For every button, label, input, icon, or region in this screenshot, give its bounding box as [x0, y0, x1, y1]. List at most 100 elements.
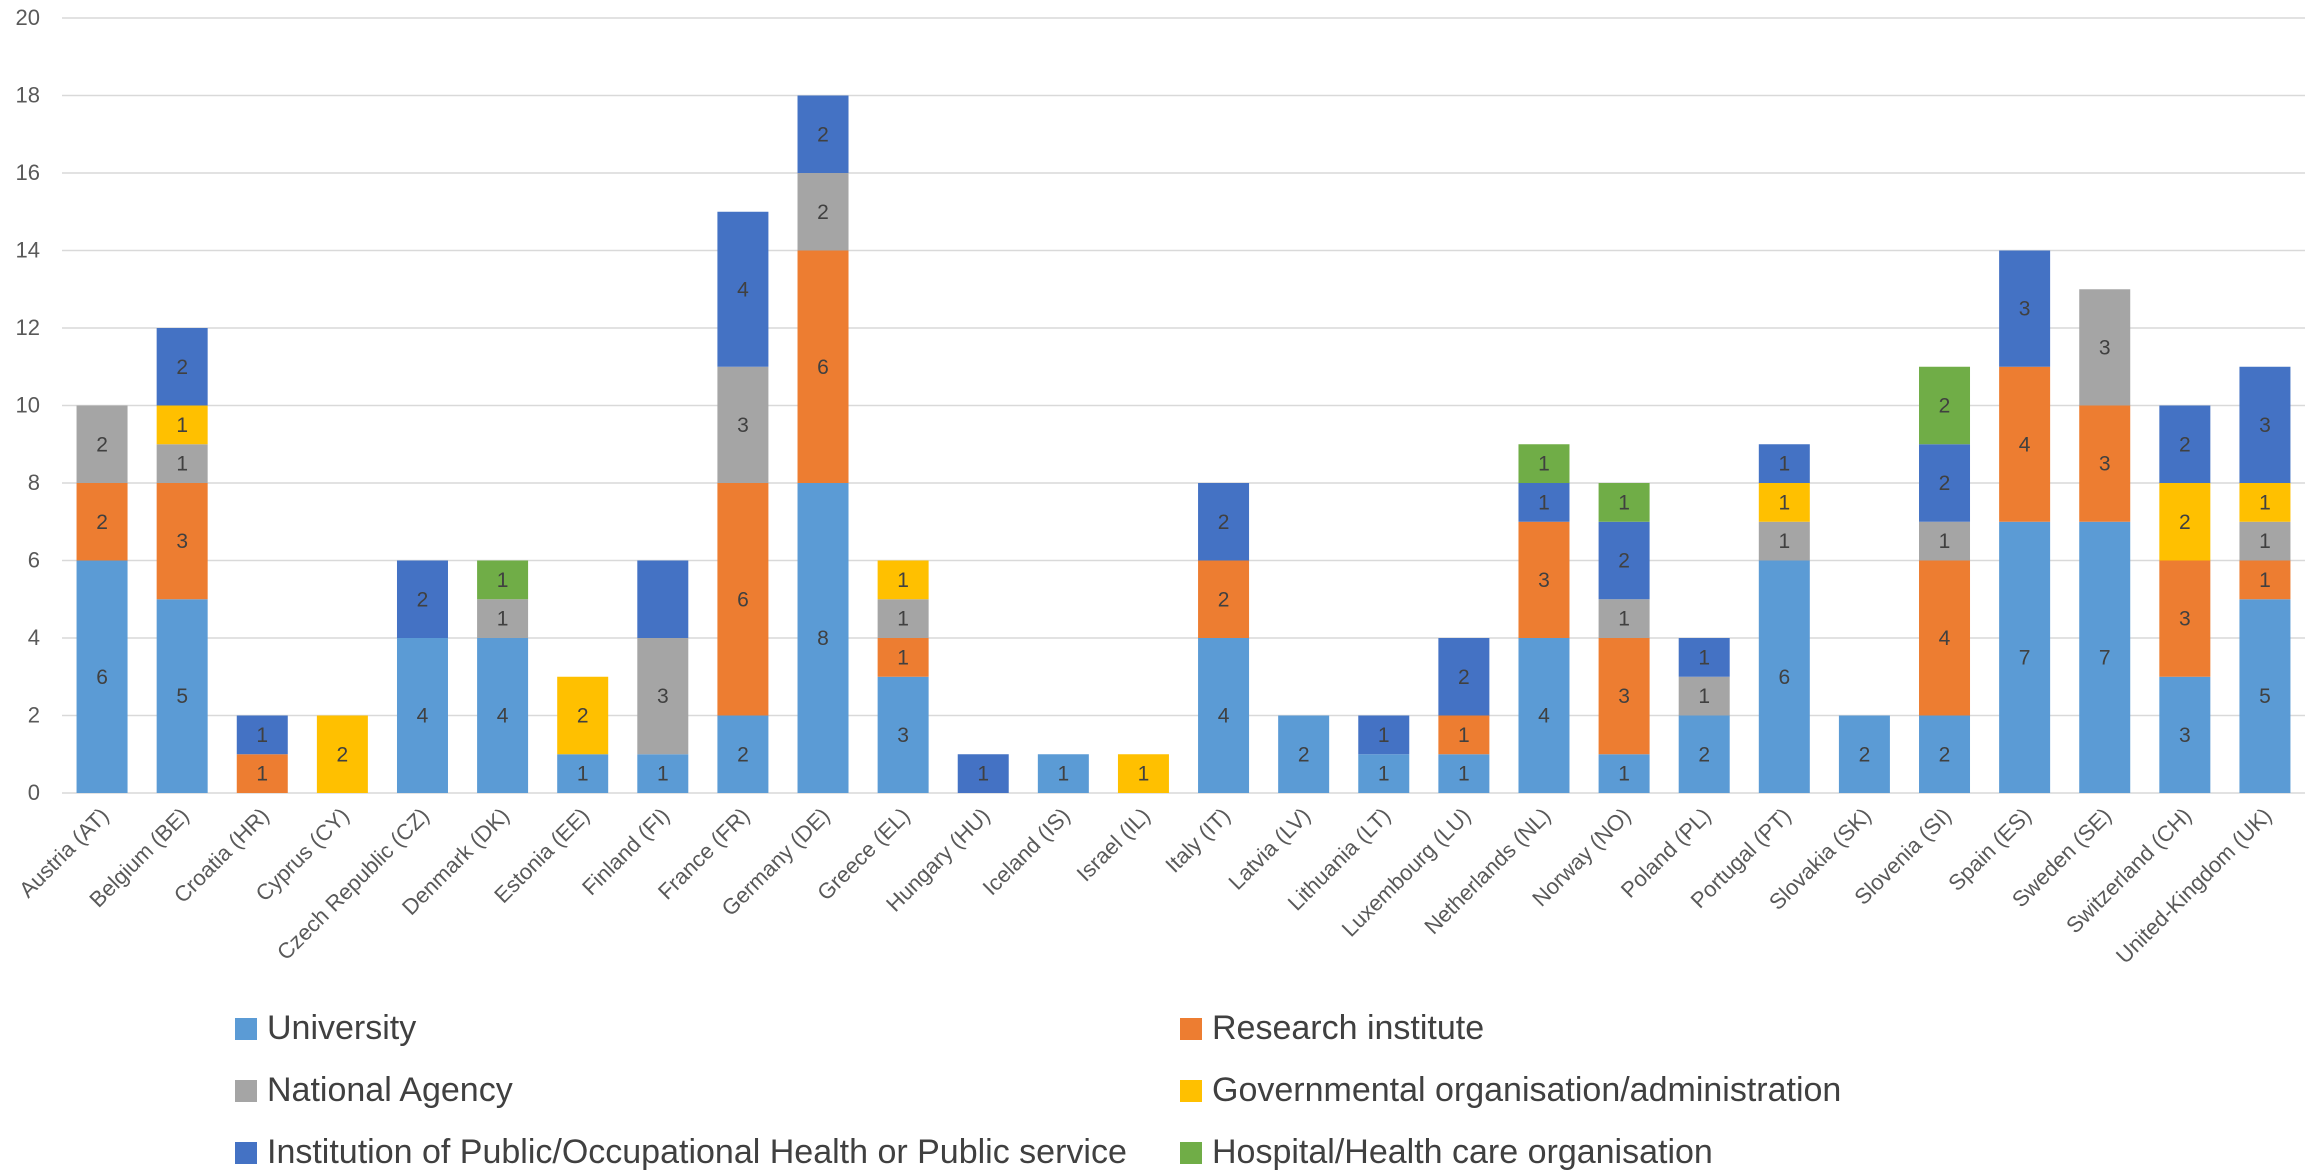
data-label-research-institute-belgium-be: 3 [176, 530, 188, 553]
data-label-university-austria-at: 6 [96, 666, 108, 689]
data-label-hospital-health-care-organisation-slovenia-si: 2 [1939, 395, 1951, 418]
data-label-national-agency-united-kingdom-uk: 1 [2259, 530, 2271, 553]
bar-governmental-organisation-administration-israel-il [1117, 754, 1169, 793]
x-tick-label-israel-il: Israel (IL) [1072, 803, 1155, 886]
data-label-national-agency-slovenia-si: 1 [1939, 530, 1951, 553]
data-label-research-institute-netherlands-nl: 3 [1538, 569, 1550, 592]
bar-university-sweden-se [2079, 521, 2131, 793]
data-label-university-greece-el: 3 [897, 724, 909, 747]
bar-national-agency-belgium-be [156, 444, 208, 483]
y-tick-label-20: 20 [16, 5, 40, 30]
data-label-governmental-organisation-administration-portugal-pt: 1 [1778, 491, 1790, 514]
bar-university-estonia-ee [557, 754, 609, 793]
data-label-governmental-organisation-administration-switzerland-ch: 2 [2179, 511, 2191, 534]
legend-label-research-institute: Research institute [1212, 1009, 1484, 1047]
bar-national-agency-portugal-pt [1758, 521, 1810, 561]
bar-institution-of-public-occupational-health-or-public-service-portugal-pt [1758, 444, 1810, 483]
x-tick-label-italy-it: Italy (IT) [1160, 803, 1235, 878]
bar-research-institute-slovenia-si [1919, 560, 1971, 716]
y-tick-label-4: 4 [28, 625, 40, 650]
legend-swatch-governmental-organisation-administration [1180, 1080, 1202, 1102]
data-label-institution-of-public-occupational-health-or-public-service-switzerland-ch: 2 [2179, 433, 2191, 456]
bar-university-norway-no [1598, 754, 1650, 793]
data-label-research-institute-germany-de: 6 [817, 356, 829, 379]
bar-university-slovenia-si [1919, 715, 1971, 793]
bar-hospital-health-care-organisation-denmark-dk [477, 560, 529, 600]
bar-institution-of-public-occupational-health-or-public-service-belgium-be [156, 328, 208, 406]
data-label-national-agency-portugal-pt: 1 [1778, 530, 1790, 553]
data-label-research-institute-austria-at: 2 [96, 511, 108, 534]
bar-university-lithuania-lt [1358, 754, 1410, 793]
data-label-university-lithuania-lt: 1 [1378, 763, 1390, 786]
data-label-national-agency-sweden-se: 3 [2099, 336, 2111, 359]
bar-university-slovakia-sk [1838, 715, 1890, 793]
bar-research-institute-belgium-be [156, 483, 208, 600]
bar-governmental-organisation-administration-united-kingdom-uk [2239, 483, 2291, 522]
bar-governmental-organisation-administration-cyprus-cy [316, 715, 368, 793]
data-label-university-united-kingdom-uk: 5 [2259, 685, 2271, 708]
bar-national-agency-norway-no [1598, 599, 1650, 638]
x-axis-ticks: Austria (AT)Belgium (BE)Croatia (HR)Cypr… [14, 803, 2276, 969]
data-label-governmental-organisation-administration-united-kingdom-uk: 1 [2259, 491, 2271, 514]
data-label-national-agency-france-fr: 3 [737, 414, 749, 437]
data-label-university-spain-es: 7 [2019, 646, 2031, 669]
bar-research-institute-luxembourg-lu [1438, 715, 1490, 755]
data-labels: 6 2 2 5 3 1 1 2 1 1 2 4 2 4 1 1 1 2 1 3 2 6 3 4 8 6 2 2 3 1 1 1 1 1 1 4 2 2 2 1… [96, 123, 2271, 785]
bar-university-italy-it [1198, 638, 1250, 793]
y-tick-label-0: 0 [28, 780, 40, 805]
data-label-institution-of-public-occupational-health-or-public-service-lithuania-lt: 1 [1378, 724, 1390, 747]
data-label-university-norway-no: 1 [1618, 763, 1630, 786]
y-tick-label-14: 14 [16, 238, 40, 263]
bar-institution-of-public-occupational-health-or-public-service-germany-de [797, 95, 849, 173]
bar-institution-of-public-occupational-health-or-public-service-switzerland-ch [2159, 405, 2211, 483]
bar-governmental-organisation-administration-switzerland-ch [2159, 483, 2211, 561]
data-label-research-institute-norway-no: 3 [1618, 685, 1630, 708]
bar-research-institute-austria-at [76, 483, 128, 561]
bar-institution-of-public-occupational-health-or-public-service-finland-fi [637, 560, 689, 638]
bar-university-netherlands-nl [1518, 638, 1570, 793]
bar-university-czech-republic-cz [396, 638, 448, 793]
data-label-research-institute-greece-el: 1 [897, 646, 909, 669]
bar-hospital-health-care-organisation-netherlands-nl [1518, 444, 1570, 483]
legend-label-governmental-organisation-administration: Governmental organisation/administration [1212, 1071, 1841, 1109]
bar-research-institute-italy-it [1198, 560, 1250, 638]
bar-national-agency-austria-at [76, 405, 128, 483]
bar-national-agency-greece-el [877, 599, 929, 638]
bar-research-institute-united-kingdom-uk [2239, 560, 2291, 600]
y-tick-label-10: 10 [16, 393, 40, 418]
data-label-university-denmark-dk: 4 [497, 705, 509, 728]
bar-university-united-kingdom-uk [2239, 599, 2291, 793]
legend-swatch-research-institute [1180, 1018, 1202, 1040]
data-label-governmental-organisation-administration-greece-el: 1 [897, 569, 909, 592]
data-label-university-czech-republic-cz: 4 [417, 705, 429, 728]
bar-national-agency-poland-pl [1678, 676, 1730, 716]
bar-governmental-organisation-administration-greece-el [877, 560, 929, 600]
bar-research-institute-switzerland-ch [2159, 560, 2211, 677]
data-label-institution-of-public-occupational-health-or-public-service-germany-de: 2 [817, 123, 829, 146]
data-label-university-switzerland-ch: 3 [2179, 724, 2191, 747]
data-label-university-germany-de: 8 [817, 627, 829, 650]
bar-governmental-organisation-administration-belgium-be [156, 405, 208, 445]
legend-label-national-agency: National Agency [267, 1071, 513, 1109]
bar-institution-of-public-occupational-health-or-public-service-italy-it [1198, 483, 1250, 561]
legend-label-institution-of-public-occupational-health-or-public-service: Institution of Public/Occupational Healt… [267, 1133, 1127, 1171]
y-tick-label-2: 2 [28, 703, 40, 728]
data-label-governmental-organisation-administration-estonia-ee: 2 [577, 705, 589, 728]
data-label-research-institute-slovenia-si: 4 [1939, 627, 1951, 650]
data-label-national-agency-greece-el: 1 [897, 608, 909, 631]
data-label-university-slovakia-sk: 2 [1859, 743, 1871, 766]
bar-university-germany-de [797, 483, 849, 793]
data-label-university-sweden-se: 7 [2099, 646, 2111, 669]
bar-governmental-organisation-administration-estonia-ee [557, 676, 609, 755]
x-tick-label-czech-republic-cz: Czech Republic (CZ) [272, 803, 434, 965]
bar-university-finland-fi [637, 754, 689, 793]
y-tick-label-16: 16 [16, 160, 40, 185]
data-label-research-institute-france-fr: 6 [737, 588, 749, 611]
legend: University Research institute National Age… [235, 1009, 1841, 1171]
data-label-institution-of-public-occupational-health-or-public-service-poland-pl: 1 [1698, 646, 1710, 669]
bar-national-agency-slovenia-si [1919, 521, 1971, 561]
bar-national-agency-france-fr [717, 366, 769, 483]
data-label-research-institute-switzerland-ch: 3 [2179, 608, 2191, 631]
data-label-university-latvia-lv: 2 [1298, 743, 1310, 766]
